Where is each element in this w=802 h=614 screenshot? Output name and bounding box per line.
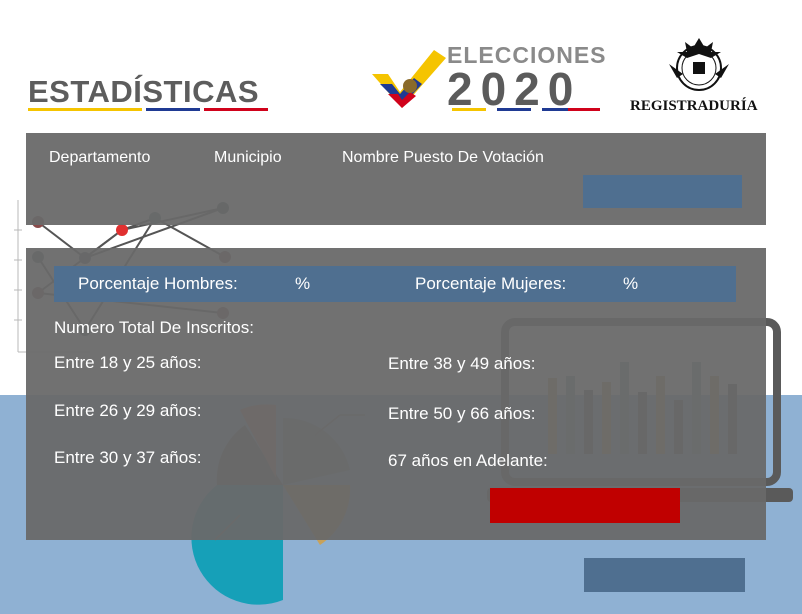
total-registered-label: Numero Total De Inscritos: <box>54 318 254 337</box>
puesto-votacion-select[interactable] <box>583 175 742 208</box>
age-group-50-66: Entre 50 y 66 años: <box>388 404 536 423</box>
municipio-filter[interactable]: Municipio <box>214 149 282 166</box>
age-group-18-25: Entre 18 y 25 años: <box>54 353 202 372</box>
title-underline-yellow <box>28 108 142 111</box>
title-underline-blue <box>146 108 200 111</box>
elections-label: ELECCIONES <box>447 42 607 68</box>
year-underline-yellow <box>452 108 486 111</box>
puesto-votacion-filter[interactable]: Nombre Puesto De Votación <box>342 149 544 166</box>
departamento-filter[interactable]: Departamento <box>49 149 151 166</box>
age-group-30-37: Entre 30 y 37 años: <box>54 448 202 467</box>
registry-seal-icon <box>663 34 735 96</box>
registry-name: REGISTRADURÍA <box>630 98 758 114</box>
percentage-bar <box>54 266 736 302</box>
elections-year: 2020 <box>447 63 582 115</box>
age-group-67-plus: 67 años en Adelante: <box>388 451 548 470</box>
bottom-blue-button[interactable] <box>584 558 745 592</box>
elections-check-logo-icon <box>370 46 450 108</box>
age-group-38-49: Entre 38 y 49 años: <box>388 354 536 373</box>
page-title: ESTADÍSTICAS <box>28 74 260 109</box>
men-percentage-label: Porcentaje Hombres: <box>78 274 238 293</box>
year-underline-red <box>568 108 600 111</box>
age-group-26-29: Entre 26 y 29 años: <box>54 401 202 420</box>
title-underline-red <box>204 108 268 111</box>
red-action-bar[interactable] <box>490 488 680 523</box>
men-percentage-unit: % <box>295 274 311 293</box>
women-percentage-label: Porcentaje Mujeres: <box>415 274 567 293</box>
year-underline-blue-2 <box>542 108 576 111</box>
year-underline-blue <box>497 108 531 111</box>
women-percentage-unit: % <box>623 274 639 293</box>
